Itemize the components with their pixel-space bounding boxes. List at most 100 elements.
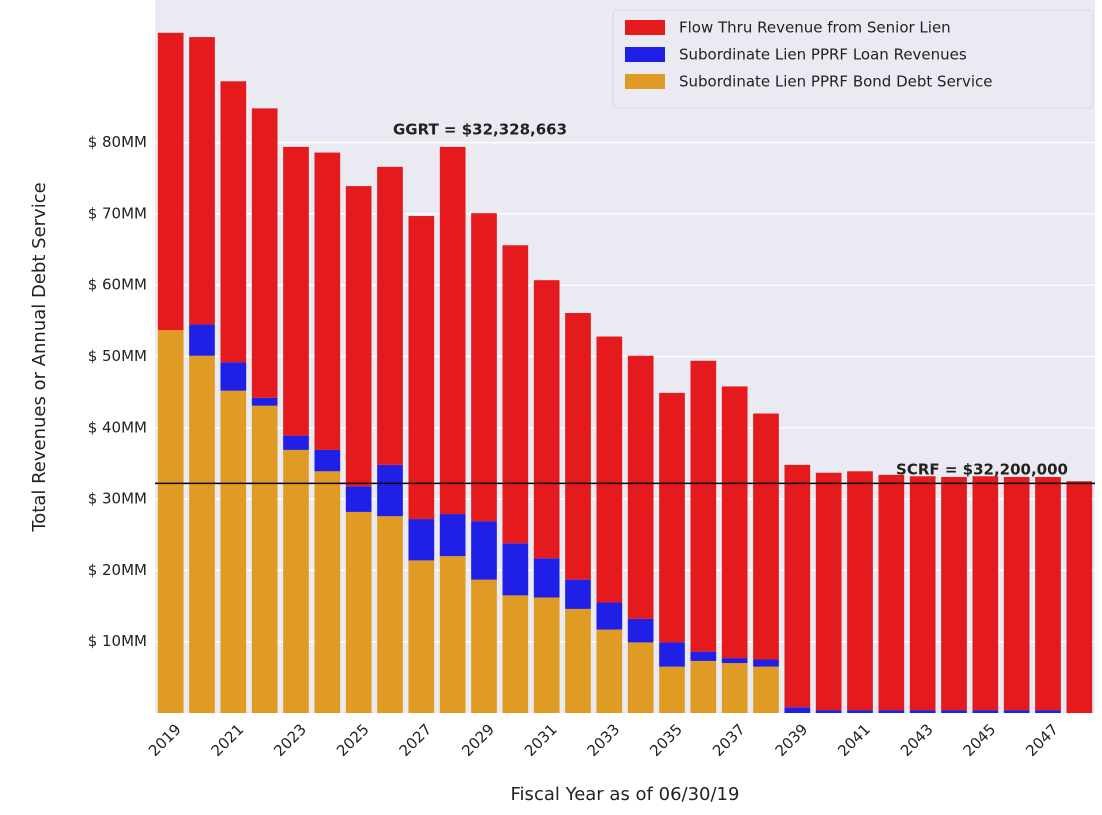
bar-segment [627, 642, 654, 713]
bar-segment [1003, 710, 1030, 713]
bar-segment [627, 355, 654, 619]
x-tick-label: 2027 [396, 720, 436, 760]
x-tick-label: 2031 [521, 720, 561, 760]
x-tick-label: 2035 [646, 720, 686, 760]
x-tick-label: 2021 [208, 720, 248, 760]
bar-segment [502, 543, 529, 596]
bar-segment [847, 471, 873, 711]
legend-label: Subordinate Lien PPRF Bond Debt Service [679, 73, 992, 91]
bar-segment [690, 651, 717, 661]
x-tick-label: 2029 [458, 720, 498, 760]
x-tick-label: 2039 [772, 720, 812, 760]
bar-segment [721, 658, 748, 664]
x-tick-label: 2043 [897, 720, 937, 760]
bar-segment [596, 336, 623, 603]
x-axis-label: Fiscal Year as of 06/30/19 [511, 784, 740, 805]
bar-segment [377, 516, 403, 713]
x-tick-label: 2023 [270, 720, 310, 760]
bar-segment [909, 476, 936, 711]
bar-segment [439, 514, 466, 557]
bar-segment [1035, 710, 1061, 713]
bar-segment [753, 659, 779, 667]
legend-label: Flow Thru Revenue from Senior Lien [679, 19, 951, 37]
legend-swatch [625, 74, 665, 89]
bar-segment [189, 37, 215, 325]
bar-segment [1035, 476, 1061, 711]
x-tick-label: 2045 [960, 720, 1000, 760]
legend-box [612, 9, 1094, 109]
bar-segment [220, 362, 247, 391]
bar-segment [753, 666, 779, 713]
bar-segment [1066, 481, 1093, 713]
bar-segment [659, 642, 685, 667]
y-tick-label: $ 50MM [88, 347, 147, 365]
bar-segment [283, 435, 309, 450]
x-tick-label: 2041 [834, 720, 874, 760]
y-tick-label: $ 60MM [88, 276, 147, 294]
bar-segment [283, 449, 309, 713]
bar-segment [721, 663, 748, 713]
bar-segment [533, 597, 560, 713]
bar-segment [627, 618, 654, 643]
bar-segment [1003, 476, 1030, 711]
bar-segment [941, 710, 967, 713]
bar-segment [345, 186, 372, 487]
bar-segment [251, 405, 278, 713]
bar-segment [408, 519, 435, 561]
bar-segment [189, 355, 215, 713]
bar-segment [533, 280, 560, 559]
bar-segment [690, 360, 717, 652]
bar-segment [878, 474, 905, 711]
bar-segment [502, 595, 529, 713]
bar-segment [345, 511, 372, 713]
x-tick-label: 2037 [709, 720, 749, 760]
bar-segment [377, 166, 403, 465]
y-tick-label: $ 40MM [88, 418, 147, 436]
x-tick-label: 2019 [145, 720, 185, 760]
bar-segment [596, 629, 623, 713]
bar-segment [314, 152, 341, 450]
bar-segment [847, 710, 873, 713]
bar-segment [408, 560, 435, 713]
bar-segment [471, 521, 497, 580]
y-tick-label: $ 20MM [88, 561, 147, 579]
bar-segment [220, 81, 247, 363]
bar-segment [439, 146, 466, 515]
legend-label: Subordinate Lien PPRF Loan Revenues [679, 46, 967, 64]
annotation: GGRT = $32,328,663 [393, 121, 567, 139]
bar-segment [815, 472, 842, 711]
bar-segment [659, 392, 685, 643]
bar-segment [377, 464, 403, 517]
bar-segment [753, 413, 779, 660]
y-axis-label: Total Revenues or Annual Debt Service [29, 182, 50, 532]
bar-segment [784, 707, 811, 713]
bar-segment [972, 710, 999, 713]
bar-segment [439, 556, 466, 713]
bar-segment [251, 397, 278, 406]
bar-segment [251, 108, 278, 398]
bar-segment [941, 476, 967, 711]
bar-segment [502, 245, 529, 544]
bar-segment [314, 471, 341, 713]
bar-segment [533, 558, 560, 598]
bar-segment [690, 660, 717, 713]
bar-segment [878, 710, 905, 713]
y-tick-label: $ 10MM [88, 632, 147, 650]
bar-segment [283, 146, 309, 436]
bar-segment [972, 476, 999, 711]
legend-swatch [625, 47, 665, 62]
x-tick-label: 2025 [333, 720, 373, 760]
bar-segment [909, 710, 936, 713]
y-tick-label: $ 30MM [88, 490, 147, 508]
bar-segment [815, 710, 842, 713]
bar-segment [596, 602, 623, 630]
bar-segment [220, 390, 247, 713]
annotation: SCRF = $32,200,000 [896, 461, 1068, 479]
legend-swatch [625, 20, 665, 35]
y-tick-label: $ 80MM [88, 133, 147, 151]
bar-segment [721, 386, 748, 659]
bar-segment [157, 330, 184, 713]
x-tick-label: 2047 [1022, 720, 1062, 760]
bar-segment [565, 608, 591, 713]
bar-segment [565, 313, 591, 580]
